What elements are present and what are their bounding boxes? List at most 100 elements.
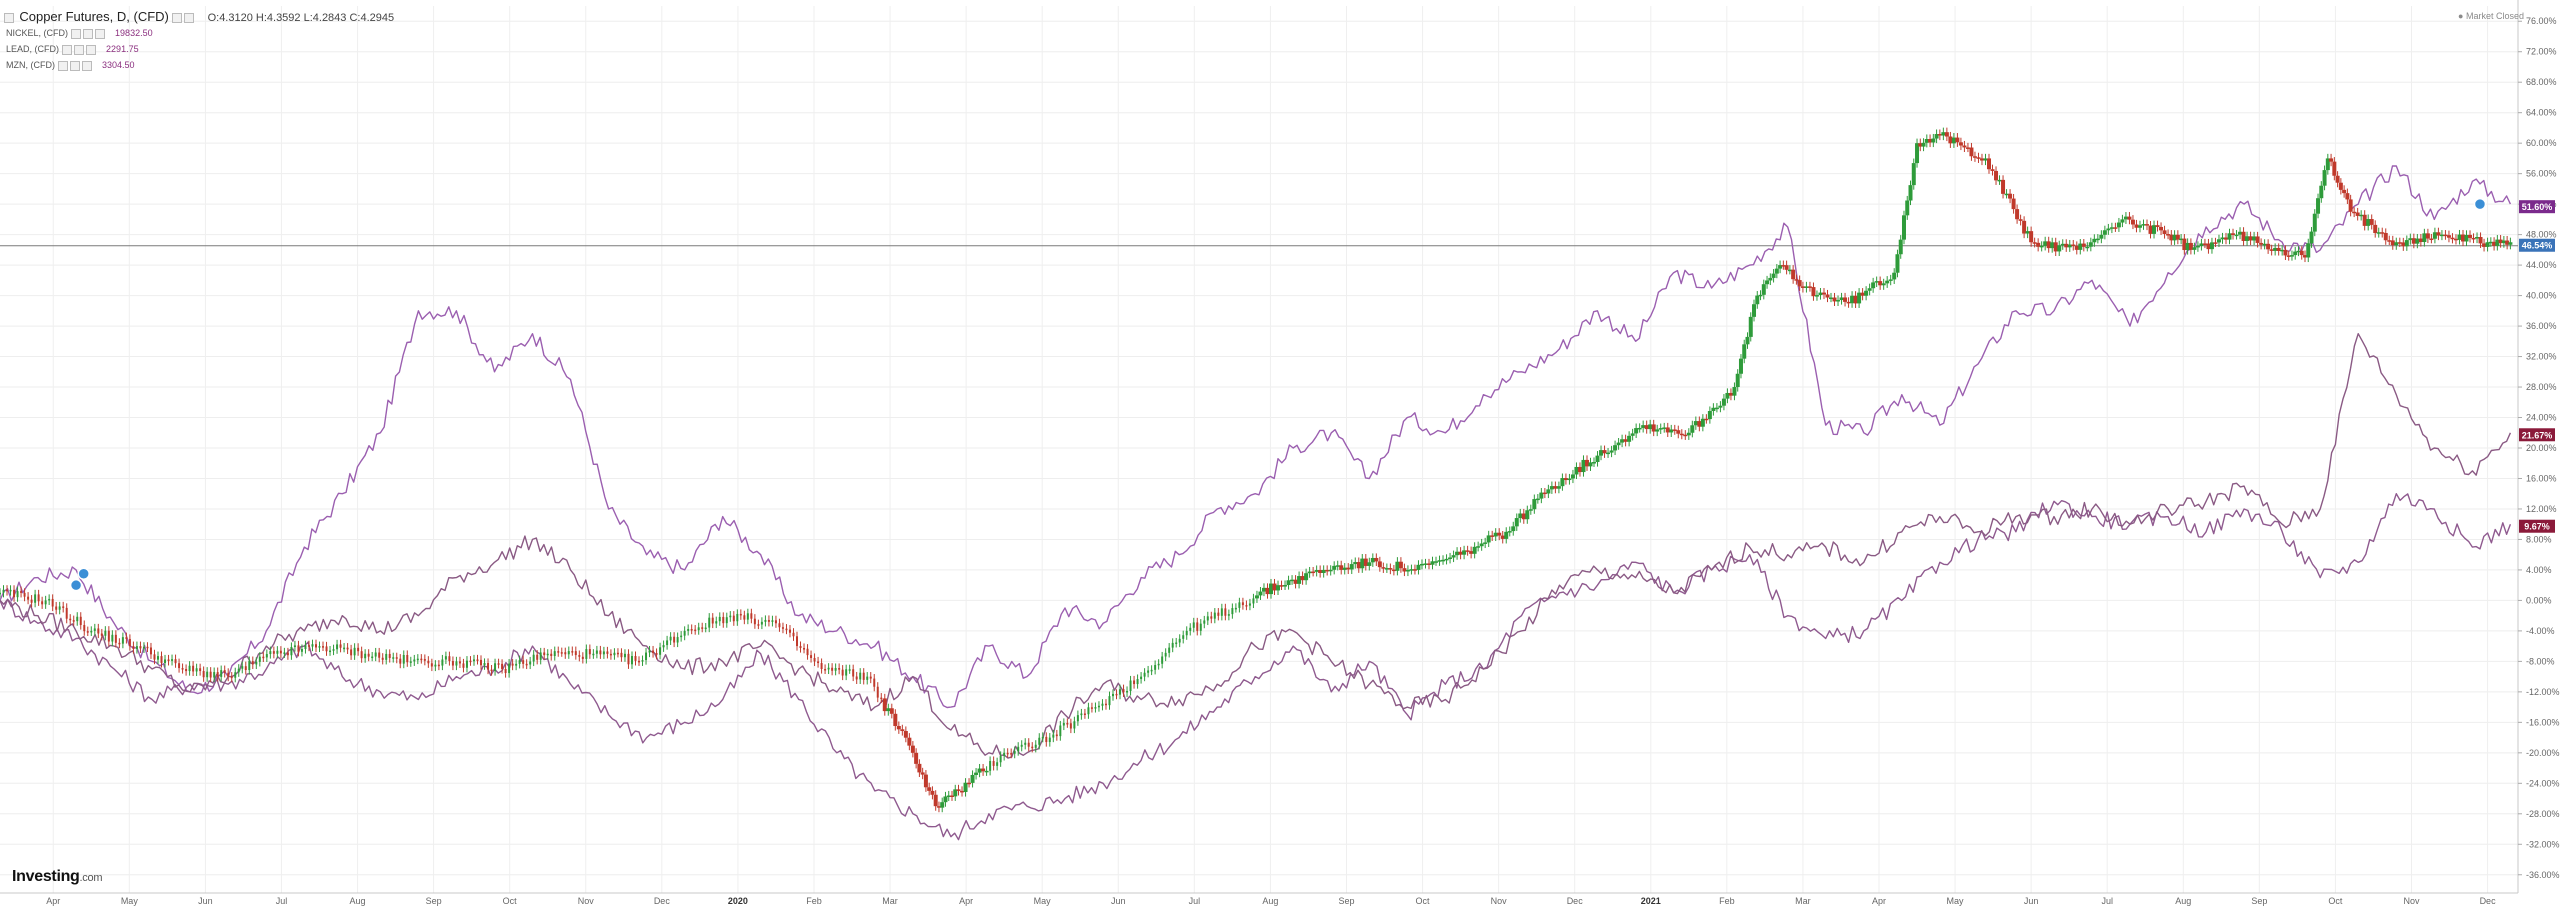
price-axis[interactable]: 76.00%72.00%68.00%64.00%60.00%56.00%52.0… bbox=[2518, 16, 2560, 880]
candle-body bbox=[992, 761, 995, 766]
candle-body bbox=[1539, 492, 1544, 499]
candle-body bbox=[1419, 563, 1424, 566]
candle-body bbox=[781, 627, 784, 629]
candle-body bbox=[1983, 158, 1988, 161]
candle-body bbox=[866, 676, 869, 680]
candle-body bbox=[1220, 608, 1223, 616]
candle-body bbox=[392, 657, 395, 659]
x-tick-label: Apr bbox=[46, 896, 60, 906]
candle-body bbox=[300, 649, 303, 652]
candle-body bbox=[1990, 169, 1995, 171]
close-icon[interactable] bbox=[94, 28, 105, 39]
settings-squares[interactable] bbox=[172, 10, 199, 24]
close-icon[interactable] bbox=[85, 44, 96, 55]
candle-body bbox=[1178, 638, 1181, 643]
candle-body bbox=[2390, 240, 2395, 246]
candle-body bbox=[1761, 284, 1766, 295]
x-tick-label: Sep bbox=[426, 896, 442, 906]
candle-body bbox=[1997, 179, 2002, 182]
candle-body bbox=[381, 657, 384, 660]
series-line-2 bbox=[0, 493, 2512, 841]
price-tag-label: 9.67% bbox=[2524, 522, 2550, 532]
candle-body bbox=[2276, 247, 2281, 251]
candle-body bbox=[725, 617, 728, 624]
candle-body bbox=[1318, 570, 1323, 573]
visibility-icon[interactable] bbox=[82, 28, 93, 39]
candle-body bbox=[1969, 147, 1974, 157]
candle-body bbox=[251, 661, 254, 665]
candle-body bbox=[1013, 751, 1016, 754]
x-tick-label: Oct bbox=[503, 896, 518, 906]
event-markers[interactable] bbox=[69, 197, 2487, 592]
candle-body bbox=[927, 787, 932, 791]
candle-body bbox=[960, 790, 965, 793]
candle-body bbox=[30, 599, 33, 603]
candle-body bbox=[258, 656, 261, 662]
collapse-icon[interactable] bbox=[4, 12, 14, 23]
candle-body bbox=[2074, 245, 2079, 250]
time-axis[interactable]: Apr May Jun Jul Aug Sep Oct Nov Dec 2020 Feb Mar Apr… bbox=[46, 896, 2496, 906]
legend-item-nickel[interactable]: NICKEL, (CFD) 19832.50 bbox=[6, 28, 153, 39]
event-marker-dot[interactable] bbox=[77, 567, 90, 580]
settings-icon[interactable] bbox=[61, 44, 72, 55]
candle-body bbox=[873, 678, 876, 687]
candle-body bbox=[276, 650, 279, 654]
candle-body bbox=[2464, 234, 2469, 242]
candle-body bbox=[2078, 243, 2083, 250]
candle-body bbox=[1560, 478, 1565, 487]
legend-item-lead[interactable]: LEAD, (CFD) 2291.75 bbox=[6, 44, 139, 55]
candle-body bbox=[1258, 591, 1263, 596]
candle-body bbox=[963, 782, 968, 793]
candle-body bbox=[2352, 211, 2357, 214]
candle-body bbox=[1832, 297, 1837, 302]
candle-body bbox=[1451, 555, 1456, 558]
candle-body bbox=[483, 662, 486, 666]
event-marker-icon[interactable] bbox=[2473, 197, 2487, 211]
visibility-icon[interactable] bbox=[69, 60, 80, 71]
candle-body bbox=[1490, 535, 1495, 537]
candle-body bbox=[1140, 676, 1143, 680]
candle-body bbox=[1944, 132, 1949, 137]
event-marker-icon[interactable] bbox=[77, 567, 90, 580]
visibility-icon[interactable] bbox=[184, 12, 195, 23]
event-marker-icon[interactable] bbox=[69, 578, 83, 592]
x-tick-label: Feb bbox=[806, 896, 822, 906]
candle-body bbox=[2408, 238, 2413, 241]
candle-body bbox=[34, 594, 37, 603]
candle-body bbox=[37, 594, 40, 602]
candle-body bbox=[2332, 161, 2337, 176]
candle-body bbox=[2227, 233, 2232, 240]
settings-icon[interactable] bbox=[57, 60, 68, 71]
candle-body bbox=[1448, 557, 1453, 559]
candle-body bbox=[567, 651, 570, 655]
candle-body bbox=[1857, 292, 1862, 304]
candle-body bbox=[1697, 421, 1702, 427]
candle-body bbox=[1728, 392, 1733, 396]
candle-body bbox=[1921, 142, 1926, 147]
candle-body bbox=[550, 653, 553, 657]
candle-body bbox=[546, 653, 549, 656]
candle-body bbox=[76, 616, 79, 622]
legend-label: NICKEL, (CFD) bbox=[6, 28, 69, 38]
visibility-icon[interactable] bbox=[73, 44, 84, 55]
legend-item-mzn[interactable]: MZN, (CFD) 3304.50 bbox=[6, 60, 135, 71]
close-icon[interactable] bbox=[81, 60, 92, 71]
candle-body bbox=[1041, 736, 1044, 739]
candle-body bbox=[2011, 198, 2016, 210]
event-marker-dot[interactable] bbox=[69, 578, 83, 592]
x-tick-label: Jul bbox=[276, 896, 288, 906]
candle-body bbox=[785, 628, 788, 631]
candle-body bbox=[1290, 579, 1295, 582]
event-marker-dot[interactable] bbox=[2473, 197, 2487, 211]
candle-body bbox=[2192, 247, 2197, 250]
candle-body bbox=[2032, 242, 2037, 244]
symbol-title[interactable]: Copper Futures, D, (CFD) bbox=[19, 9, 169, 24]
y-tick-label: 64.00% bbox=[2526, 108, 2557, 118]
y-tick-label: -24.00% bbox=[2526, 778, 2560, 788]
settings-icon[interactable] bbox=[70, 28, 81, 39]
candle-body bbox=[185, 669, 188, 672]
settings-icon[interactable] bbox=[172, 12, 183, 23]
candle-body bbox=[0, 592, 1, 595]
candle-body bbox=[406, 654, 409, 663]
